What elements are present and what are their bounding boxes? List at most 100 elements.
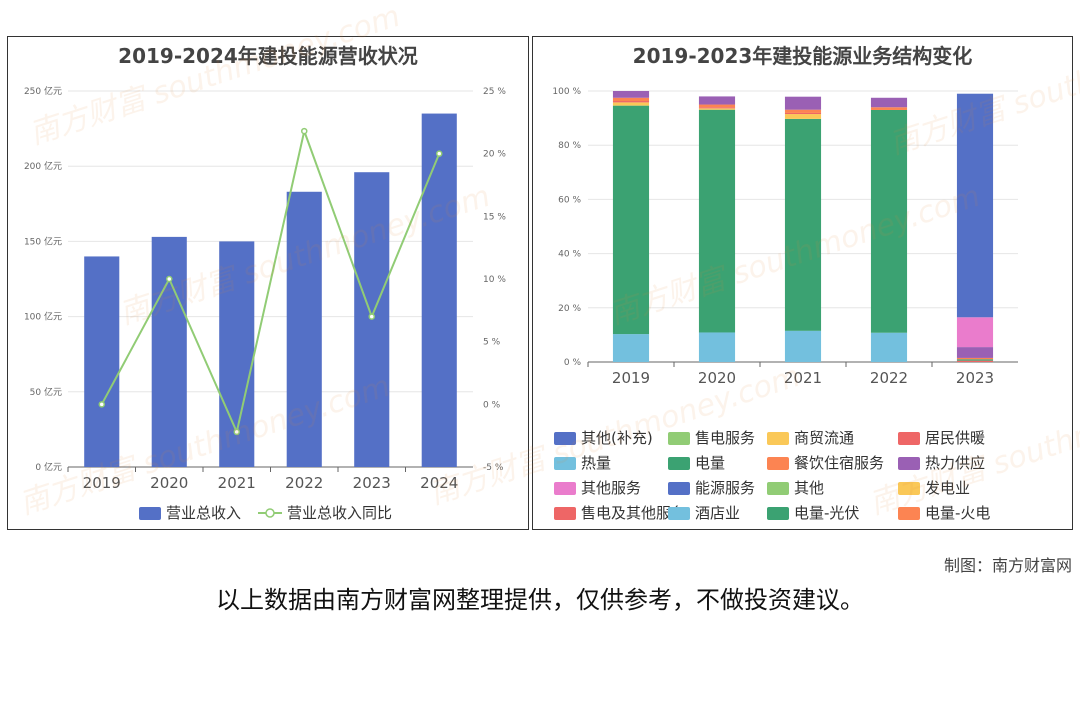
y-tick-label: 20 % (558, 304, 581, 314)
legend-marker-yoy (265, 508, 275, 518)
revenue-bar (421, 113, 457, 467)
y-right-tick-label: 0 % (483, 400, 501, 410)
legend-swatch (668, 507, 690, 520)
disclaimer-text: 以上数据由南方财富网整理提供，仅供参考，不做投资建议。 (216, 586, 864, 614)
legend-label: 其他(补充) (581, 429, 653, 447)
legend-label: 发电业 (925, 479, 970, 497)
legend-label: 餐饮住宿服务 (794, 454, 884, 472)
x-tick-label: 2023 (353, 474, 391, 492)
chart-credit: 制图：南方财富网 (943, 556, 1072, 575)
y-left-tick-label: 250 亿元 (24, 85, 62, 97)
legend-swatch (898, 507, 920, 520)
stacked-bar-segment (698, 96, 736, 105)
legend-swatch (668, 432, 690, 445)
stacked-bar-segment (870, 107, 908, 110)
yoy-growth-point (166, 275, 173, 283)
revenue-bar (84, 256, 120, 467)
stacked-bar-segment (698, 107, 736, 109)
y-right-tick-label: 15 % (483, 212, 506, 222)
legend-swatch (767, 432, 789, 445)
x-tick-label: 2021 (784, 369, 822, 387)
y-tick-label: 80 % (558, 141, 581, 151)
stacked-bar-segment (956, 93, 994, 318)
stacked-bar-segment (784, 109, 822, 113)
legend-swatch (898, 457, 920, 470)
legend-label: 电量-光伏 (794, 504, 859, 522)
yoy-growth-point (436, 150, 443, 157)
structure-chart-svg: 0 % 20 % 40 % 60 % 80 % 100 % 2019 2020 2021 2022… (552, 87, 1018, 522)
y-right-tick-label: 25 % (483, 87, 506, 97)
stacked-bar-segment (956, 317, 994, 348)
legend-swatch (554, 457, 576, 470)
x-tick-label: 2023 (956, 369, 994, 387)
stacked-bar-segment (956, 347, 994, 358)
revenue-chart-title: 2019-2024年建投能源营收状况 (118, 44, 418, 68)
x-tick-label: 2020 (150, 474, 188, 492)
revenue-bar (151, 236, 187, 467)
stacked-bar-segment (612, 105, 650, 335)
stacked-bar-segment (698, 104, 736, 108)
y-right-tick-label: 10 % (483, 275, 506, 285)
structure-chart-title: 2019-2023年建投能源业务结构变化 (632, 44, 973, 68)
legend-swatch (767, 507, 789, 520)
stacked-bar-segment (784, 330, 822, 362)
y-right-tick-label: -5 % (483, 463, 504, 473)
legend-swatch (898, 432, 920, 445)
revenue-chart-svg: 0 亿元 50 亿元 100 亿元 150 亿元 200 亿元 250 亿元 -5 % 0 %… (24, 85, 506, 522)
y-tick-label: 40 % (558, 250, 581, 260)
yoy-growth-point (233, 428, 240, 436)
legend-label: 电量 (695, 454, 725, 472)
legend-label: 售电服务 (695, 429, 755, 447)
y-left-tick-label: 100 亿元 (24, 311, 62, 323)
stacked-bar-segment (956, 357, 994, 360)
yoy-growth-point (98, 401, 105, 408)
revenue-chart-panel: 2019-2024年建投能源营收状况 0 亿元 50 亿元 100 亿元 150 亿元… (7, 36, 529, 530)
yoy-growth-point (368, 313, 375, 320)
structure-chart-panel: 2019-2023年建投能源业务结构变化 0 % 20 % 40 % 60 % 80 %… (532, 36, 1073, 530)
legend-label: 热量 (581, 454, 611, 472)
legend-swatch (767, 482, 789, 495)
stacked-bar-segment (612, 334, 650, 362)
legend-swatch (767, 457, 789, 470)
legend-swatch (898, 482, 920, 495)
stacked-bar-segment (612, 97, 650, 102)
y-tick-label: 60 % (558, 195, 581, 205)
stacked-bar-segment (956, 360, 994, 362)
legend-swatch (554, 507, 576, 520)
legend-swatch (668, 457, 690, 470)
stacked-bar-segment (870, 332, 908, 362)
legend-label: 热力供应 (925, 454, 985, 472)
legend-swatch (554, 432, 576, 445)
legend-label: 售电及其他服务 (581, 504, 686, 522)
y-right-tick-label: 20 % (483, 150, 506, 160)
stacked-bar-segment (956, 359, 994, 361)
stacked-bar-segment (784, 118, 822, 331)
legend-swatch (668, 482, 690, 495)
stacked-bar-segment (698, 109, 736, 333)
y-right-tick-label: 5 % (483, 338, 501, 348)
y-left-tick-label: 150 亿元 (24, 235, 62, 247)
y-tick-label: 100 % (552, 87, 581, 97)
y-left-tick-label: 50 亿元 (30, 386, 62, 398)
yoy-growth-line (100, 127, 441, 436)
legend-label: 居民供暖 (925, 429, 985, 447)
legend-label-yoy: 营业总收入同比 (287, 504, 392, 522)
x-tick-label: 2021 (218, 474, 256, 492)
legend-label: 其他 (794, 479, 824, 497)
legend-swatch (554, 482, 576, 495)
revenue-bar (286, 191, 322, 467)
x-tick-label: 2024 (420, 474, 458, 492)
stacked-bar-segment (784, 96, 822, 110)
stacked-bar-segment (612, 101, 650, 103)
y-left-tick-label: 0 亿元 (35, 461, 62, 473)
x-tick-label: 2019 (612, 369, 650, 387)
legend-label: 电量-火电 (925, 504, 990, 522)
stacked-bar-segment (870, 109, 908, 333)
x-tick-label: 2020 (698, 369, 736, 387)
legend-label: 商贸流通 (794, 429, 854, 447)
y-tick-label: 0 % (564, 358, 582, 368)
stacked-bar-segment (612, 91, 650, 98)
y-left-tick-label: 200 亿元 (24, 160, 62, 172)
x-tick-label: 2022 (870, 369, 908, 387)
stacked-bar-segment (698, 108, 736, 110)
